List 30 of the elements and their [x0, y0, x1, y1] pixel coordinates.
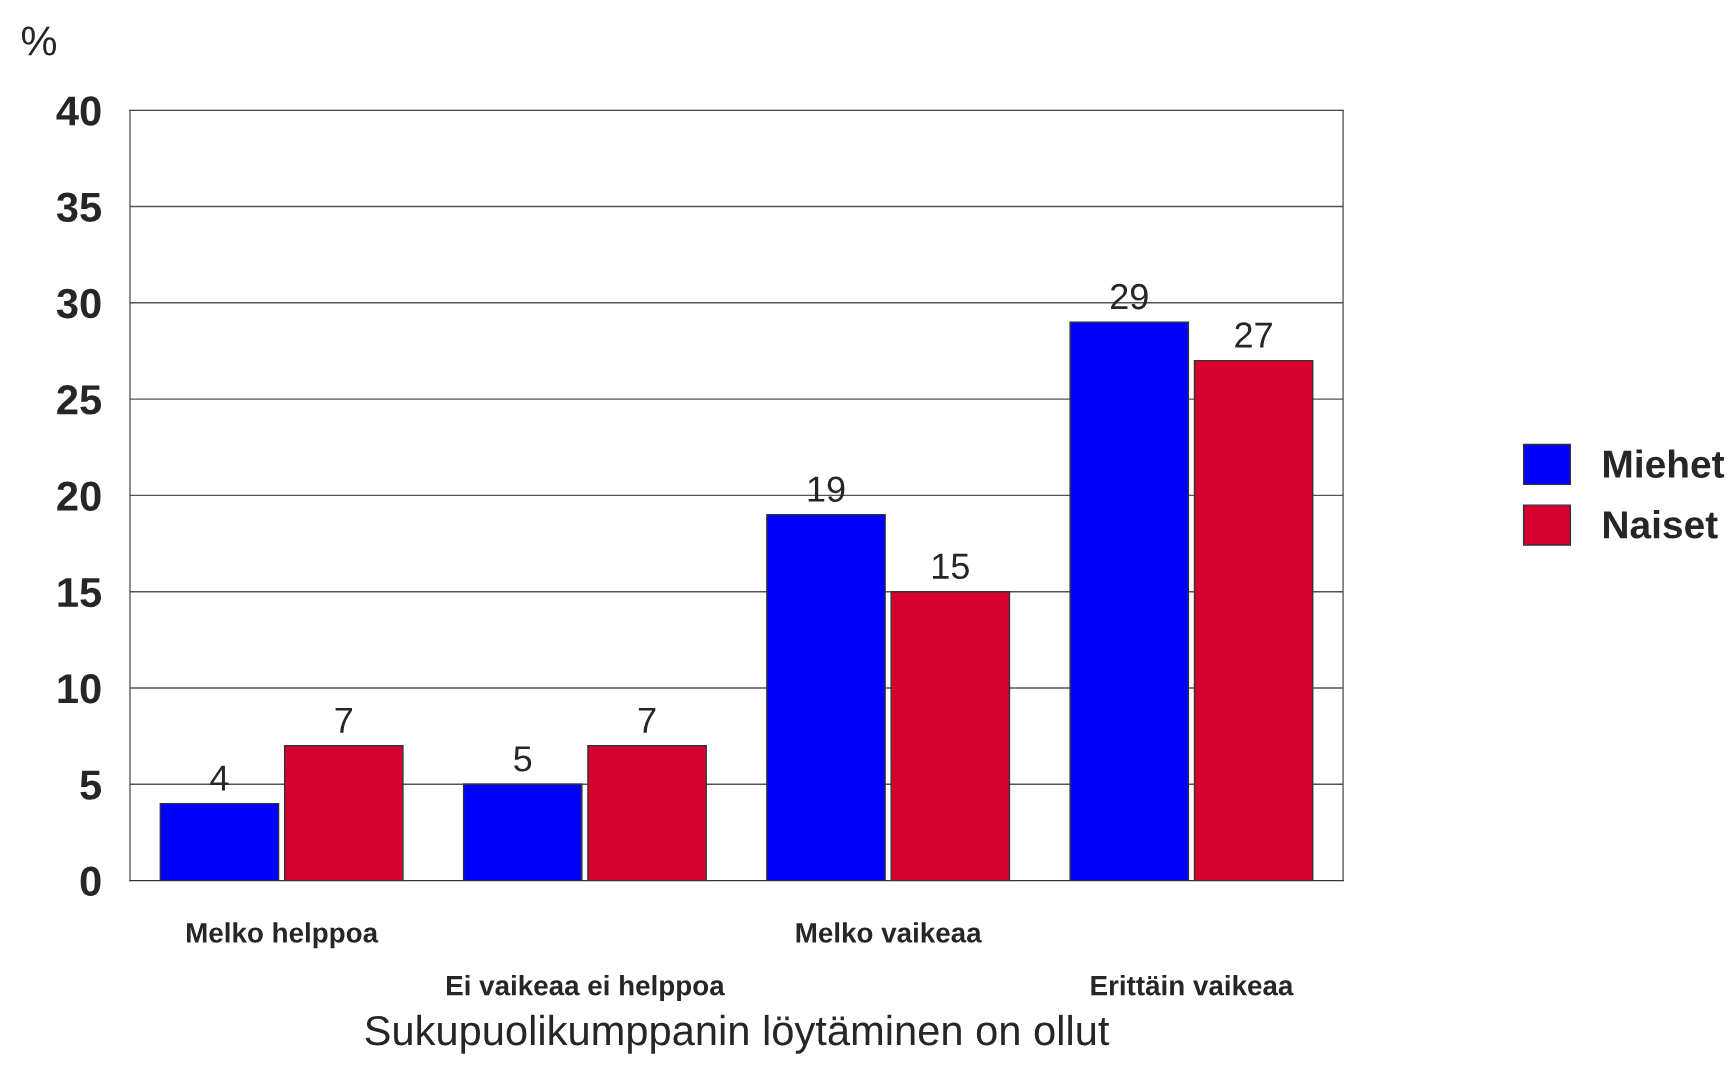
- data-label: 27: [1235, 322, 1272, 348]
- legend-label: Naiset: [1604, 510, 1718, 539]
- y-tick-label: 10: [58, 674, 101, 704]
- bar: [1193, 359, 1314, 881]
- y-axis-title: %: [21, 26, 57, 56]
- bar: [462, 783, 583, 881]
- y-tick-label: 25: [57, 385, 102, 415]
- legend-label: Miehet: [1604, 449, 1725, 478]
- bar: [766, 513, 886, 881]
- y-tick-label: 35: [56, 192, 102, 223]
- y-tick-label: 20: [57, 481, 101, 511]
- y-tick-label: 30: [56, 288, 101, 319]
- x-axis-title: Sukupuolikumppanin löytäminen on ollut: [365, 1014, 1110, 1054]
- y-tick-label: 0: [80, 866, 101, 897]
- x-tick-label: Melko vaikeaa: [796, 922, 982, 943]
- data-label: 7: [638, 707, 656, 733]
- bar: [1069, 321, 1190, 881]
- data-label: 5: [514, 746, 532, 772]
- x-tick-label: Erittäin vaikeaa: [1091, 975, 1294, 996]
- bar: [587, 745, 707, 881]
- bar: [890, 591, 1011, 881]
- y-tick-label: 5: [80, 770, 102, 800]
- y-tick-label: 40: [56, 96, 101, 126]
- data-label: 15: [933, 553, 969, 580]
- y-tick-label: 15: [58, 578, 102, 608]
- bar: [159, 802, 280, 881]
- x-tick-label: Ei vaikeaa ei helppoa: [447, 975, 725, 1001]
- data-label: 7: [335, 707, 353, 733]
- x-tick-label: Melko helppoa: [187, 922, 379, 949]
- bar: [283, 745, 404, 881]
